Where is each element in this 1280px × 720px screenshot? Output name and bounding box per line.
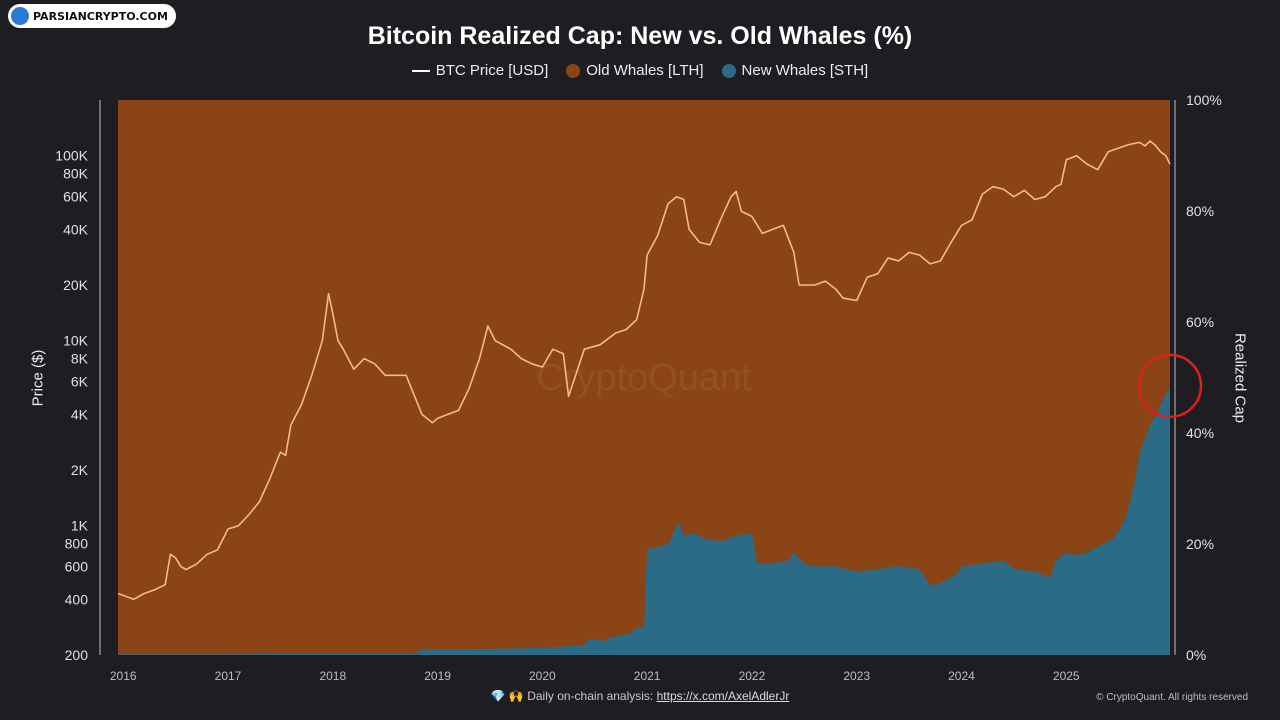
site-logo: PARSIANCRYPTO.COM bbox=[8, 4, 176, 28]
footer: 💎 🙌 Daily on-chain analysis: https://x.c… bbox=[0, 689, 1280, 703]
y-left-tick-label: 4K bbox=[71, 406, 89, 422]
y-right-tick-label: 60% bbox=[1186, 314, 1214, 330]
btc-price-line bbox=[117, 140, 1171, 601]
x-tick-label: 2023 bbox=[843, 669, 870, 683]
new-whales-area bbox=[118, 385, 1170, 655]
legend-label-new-whales: New Whales [STH] bbox=[741, 62, 869, 79]
x-tick-label: 2022 bbox=[739, 669, 766, 683]
y-left-tick-label: 6K bbox=[71, 374, 89, 390]
y-right-tick-label: 100% bbox=[1186, 92, 1222, 108]
y-right-tick-label: 20% bbox=[1186, 536, 1214, 552]
y-left-tick-label: 2K bbox=[71, 462, 89, 478]
footer-text: 💎 🙌 Daily on-chain analysis: bbox=[490, 689, 657, 703]
y-left-tick-label: 60K bbox=[63, 189, 89, 205]
y-axis-label-left: Price ($) bbox=[29, 349, 47, 407]
legend-label-old-whales: Old Whales [LTH] bbox=[586, 62, 704, 79]
x-tick-label: 2018 bbox=[319, 669, 346, 683]
x-tick-label: 2020 bbox=[529, 669, 556, 683]
y-left-tick-label: 10K bbox=[63, 333, 89, 349]
footer-link[interactable]: https://x.com/AxelAdlerJr bbox=[656, 689, 790, 703]
x-tick-label: 2021 bbox=[634, 669, 661, 683]
copyright: © CryptoQuant. All rights reserved bbox=[1096, 692, 1248, 703]
y-left-tick-label: 100K bbox=[55, 148, 88, 164]
y-left-tick-label: 8K bbox=[71, 351, 89, 367]
x-tick-label: 2017 bbox=[215, 669, 242, 683]
chart-title: Bitcoin Realized Cap: New vs. Old Whales… bbox=[367, 22, 913, 50]
legend-line-marker bbox=[411, 69, 430, 72]
x-tick-label: 2025 bbox=[1053, 669, 1080, 683]
legend-item-new-whales[interactable]: New Whales [STH] bbox=[721, 62, 869, 79]
legend-item-old-whales[interactable]: Old Whales [LTH] bbox=[566, 62, 704, 79]
y-axis-label-right: Realized Cap bbox=[1231, 332, 1249, 424]
highlight-circle bbox=[1137, 353, 1203, 419]
logo-icon bbox=[11, 7, 29, 25]
logo-text: PARSIANCRYPTO.COM bbox=[33, 9, 168, 23]
legend-dot-new-whales bbox=[721, 63, 736, 78]
watermark-text: CryptoQuant bbox=[536, 357, 752, 399]
legend-dot-old-whales bbox=[566, 63, 581, 78]
x-tick-label: 2019 bbox=[424, 669, 451, 683]
y-left-tick-label: 1K bbox=[71, 518, 89, 534]
y-left-tick-label: 400 bbox=[65, 591, 89, 607]
y-left-tick-label: 600 bbox=[65, 559, 89, 575]
x-tick-label: 2024 bbox=[948, 669, 975, 683]
chart-legend: BTC Price [USD] Old Whales [LTH] New Wha… bbox=[0, 62, 1280, 79]
y-right-tick-label: 0% bbox=[1186, 647, 1206, 663]
y-right-tick-label: 40% bbox=[1186, 425, 1214, 441]
legend-item-price[interactable]: BTC Price [USD] bbox=[411, 62, 549, 79]
y-left-tick-label: 80K bbox=[63, 166, 89, 182]
y-left-tick-label: 20K bbox=[63, 277, 89, 293]
y-left-tick-label: 800 bbox=[65, 536, 89, 552]
y-right-tick-label: 80% bbox=[1186, 203, 1214, 219]
legend-label-price: BTC Price [USD] bbox=[435, 62, 549, 79]
y-left-tick-label: 40K bbox=[63, 221, 89, 237]
y-left-tick-label: 200 bbox=[65, 647, 89, 663]
x-tick-label: 2016 bbox=[110, 669, 137, 683]
